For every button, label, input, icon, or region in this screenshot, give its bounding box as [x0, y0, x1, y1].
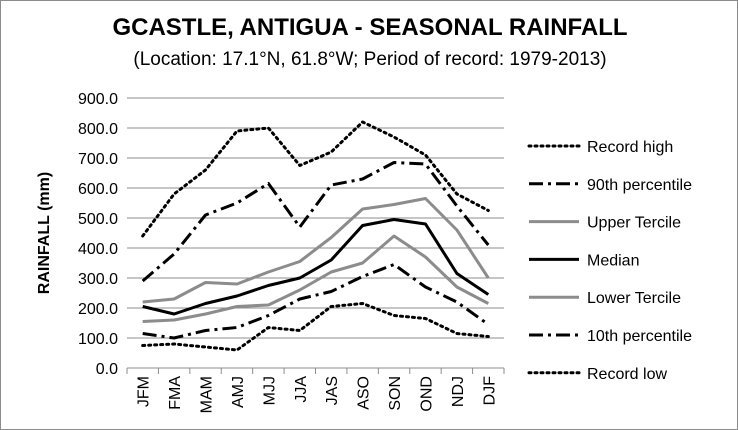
y-tick-label: 300.0	[78, 271, 118, 288]
series-line-10th-percentile	[142, 263, 490, 340]
y-tick-label: 200.0	[78, 301, 118, 318]
legend-label: Upper Tercile	[587, 215, 681, 232]
x-tick-label: JJA	[293, 376, 310, 403]
legend-label: 90th percentile	[587, 177, 692, 194]
y-tick-label: 500.0	[78, 211, 118, 228]
x-tick-label: MJJ	[261, 376, 278, 405]
series-line-upper-tercile	[142, 197, 490, 304]
legend-label: 10th percentile	[587, 328, 692, 345]
y-tick-label: 800.0	[78, 121, 118, 138]
series-line-lower-tercile	[142, 234, 489, 323]
series-line-record-high	[141, 120, 490, 238]
y-tick-label: 600.0	[78, 181, 118, 198]
x-tick-label: JFM	[136, 376, 153, 407]
legend-label: Median	[587, 252, 639, 269]
legend-label: Record low	[587, 366, 667, 383]
x-axis-ticks: JFM FMA MAM AMJ MJJ JJA JAS ASO SON OND NDJ DJF	[126, 368, 505, 413]
y-tick-label: 900.0	[78, 91, 118, 108]
y-axis-label: RAINFALL (mm)	[36, 172, 53, 294]
y-tick-label: 400.0	[78, 241, 118, 258]
x-tick-label: FMA	[167, 376, 184, 410]
y-tick-label: 0.0	[96, 361, 118, 378]
series-lines	[141, 120, 490, 352]
y-tick-label: 700.0	[78, 151, 118, 168]
x-tick-label: AMJ	[230, 376, 247, 408]
y-tick-label: 100.0	[78, 331, 118, 348]
x-tick-label: JAS	[324, 376, 341, 405]
x-tick-label: MAM	[199, 376, 216, 413]
x-tick-label: SON	[387, 376, 404, 411]
series-line-median	[142, 218, 490, 316]
legend-label: Lower Tercile	[587, 290, 681, 307]
series-line-90th-percentile	[141, 161, 490, 283]
x-tick-label: DJF	[481, 376, 498, 406]
x-tick-label: OND	[418, 376, 435, 412]
chart-subtitle: (Location: 17.1°N, 61.8°W; Period of rec…	[133, 49, 606, 70]
series-line-record-low	[141, 302, 490, 352]
y-axis-ticks: 0.0 100.0 200.0 300.0 400.0 500.0 600.0 700.0 80…	[78, 91, 118, 378]
chart-title: GCASTLE, ANTIGUA - SEASONAL RAINFALL	[112, 14, 627, 41]
x-tick-label: ASO	[356, 376, 373, 410]
x-tick-label: NDJ	[450, 376, 467, 407]
legend-label: Record high	[587, 139, 673, 156]
legend: Record high 90th percentile Upper Tercile M…	[527, 139, 692, 383]
